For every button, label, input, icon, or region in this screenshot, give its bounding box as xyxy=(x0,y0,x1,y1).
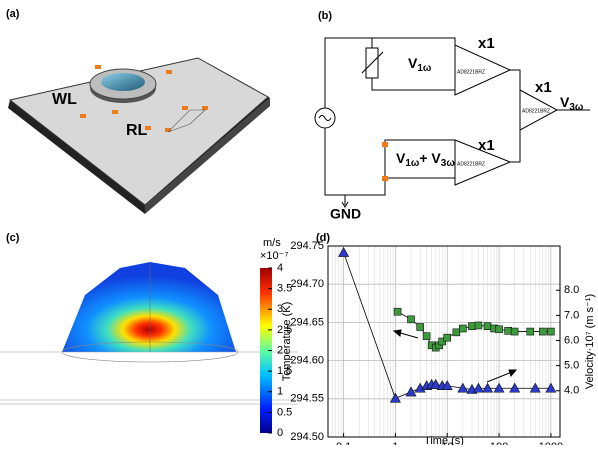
marker xyxy=(494,383,504,392)
wl-label: WL xyxy=(52,91,77,108)
gain-label: x1 xyxy=(478,137,495,154)
annotation-arrows xyxy=(394,330,516,382)
marker xyxy=(473,383,483,392)
velocity-field xyxy=(0,262,298,404)
marker xyxy=(417,323,424,330)
marker xyxy=(475,322,482,329)
signal-text: + V xyxy=(419,150,441,166)
gain-label: x1 xyxy=(478,35,495,52)
chip-label: AD8221BRZ xyxy=(522,108,550,114)
chip-label: AD8221BRZ xyxy=(457,69,485,75)
marker xyxy=(423,333,430,340)
x-tick-label: 1 xyxy=(392,441,398,445)
y-tick-label: 294.70 xyxy=(290,278,324,290)
marker xyxy=(468,323,475,330)
marker xyxy=(339,248,349,257)
signal-label: V1ω+ V3ω xyxy=(396,150,455,169)
y-tick-label: 294.65 xyxy=(290,316,324,328)
y-tick-label: 294.60 xyxy=(290,355,324,367)
chip-label: AD8221BRZ xyxy=(457,161,485,167)
y-tick-label: 294.50 xyxy=(290,431,324,443)
signal-label: V1ω xyxy=(408,55,432,74)
y2-tick-label: 8.0 xyxy=(564,284,579,296)
marker xyxy=(546,383,556,392)
marker xyxy=(406,387,416,396)
x-tick-label: 1000 xyxy=(539,441,563,445)
y-axis-label: Temperature (K) xyxy=(281,302,293,381)
signal-subscript: 1ω xyxy=(417,63,432,74)
rl-label: RL xyxy=(126,122,148,139)
panel-label: (c) xyxy=(6,232,20,244)
y2-tick-label: 4.0 xyxy=(564,385,579,397)
marker xyxy=(539,328,546,335)
marker xyxy=(408,316,415,323)
signal-subscript: 3ω xyxy=(569,102,584,113)
marker xyxy=(459,325,466,332)
x-tick-label: 100 xyxy=(490,441,508,445)
marker xyxy=(394,308,401,315)
marker xyxy=(453,329,460,336)
signal-subscript: 1ω xyxy=(405,158,420,169)
y2-axis-label: Velocity·10⁷ (m s⁻¹) xyxy=(584,294,596,389)
x-tick-label: 0.1 xyxy=(336,441,351,445)
y2-tick-label: 6.0 xyxy=(564,334,579,346)
marker xyxy=(510,383,520,392)
y2-tick-label: 5.0 xyxy=(564,360,579,372)
marker xyxy=(511,328,518,335)
y2-tick-label: 7.0 xyxy=(564,309,579,321)
gain-label: x1 xyxy=(535,79,552,96)
figure: (a) WL RL (b) x1 x1 x1 AD8221BRZ AD8221 xyxy=(0,0,598,445)
colorbar-tick-label: 0 xyxy=(277,427,283,439)
marker xyxy=(505,327,512,334)
panel-label: (b) xyxy=(318,10,332,22)
panel-label: (a) xyxy=(6,8,20,20)
y-tick-label: 294.55 xyxy=(290,393,324,405)
marker xyxy=(496,326,503,333)
signal-subscript: 3ω xyxy=(441,158,456,169)
colorbar-unit: m/s xyxy=(263,237,281,249)
marker xyxy=(390,393,400,402)
ground-label: GND xyxy=(330,206,361,222)
colorbar-tick-label: 1 xyxy=(277,386,283,398)
marker xyxy=(527,328,534,335)
circuit xyxy=(315,38,590,207)
marker xyxy=(444,334,451,341)
y-tick-label: 294.75 xyxy=(290,240,324,252)
colorbar-scale: ×10⁻⁷ xyxy=(260,250,288,262)
marker xyxy=(484,323,491,330)
colorbar-tick-label: 0.5 xyxy=(277,406,292,418)
x-axis-label: Time (s) xyxy=(424,435,464,445)
marker xyxy=(530,383,540,392)
colorbar-tick-label: 4 xyxy=(277,262,283,274)
marker xyxy=(547,328,554,335)
